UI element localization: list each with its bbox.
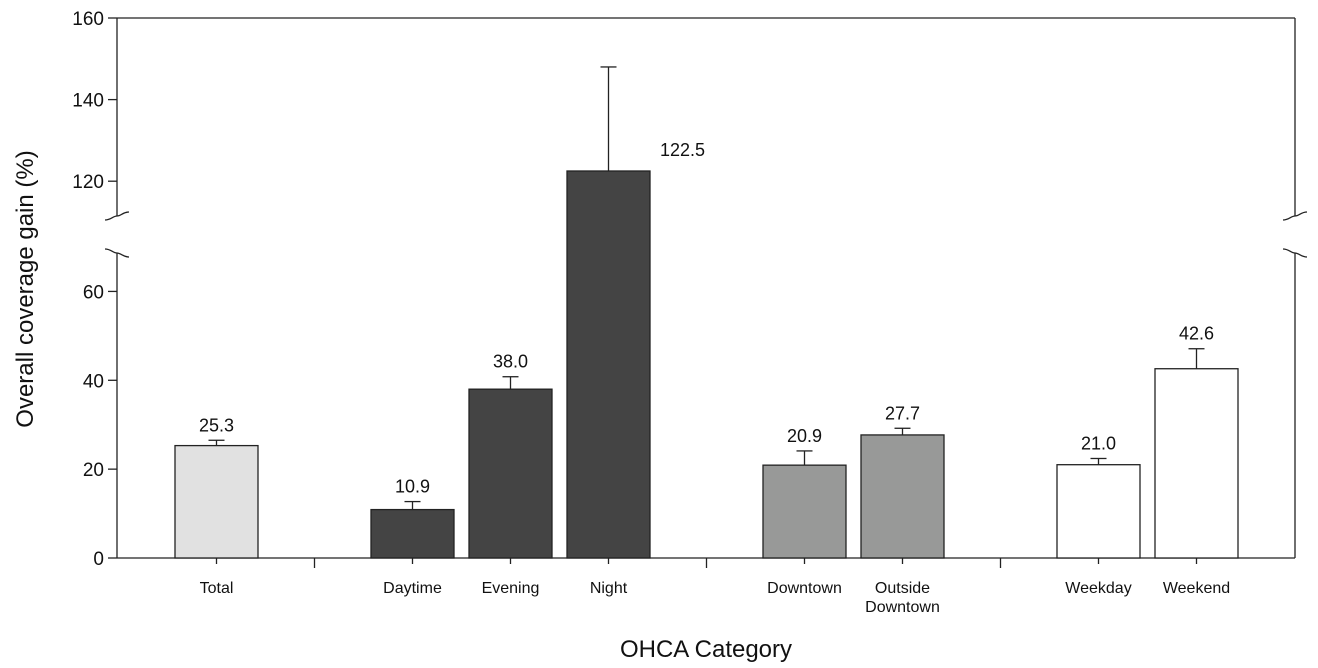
bar: [468, 388, 553, 559]
bar: [762, 464, 847, 559]
x-tick-label: Weekend: [1163, 580, 1230, 597]
data-label: 42.6: [1179, 324, 1214, 344]
y-tick-label: 40: [83, 371, 104, 392]
x-axis-title: OHCA Category: [620, 636, 792, 663]
x-tick-label: Total: [200, 580, 234, 597]
x-tick-label: Downtown: [865, 599, 940, 616]
y-tick-label: 20: [83, 460, 104, 481]
bar: [370, 508, 455, 559]
x-tick-label: Night: [590, 580, 628, 597]
plot-area: 0 20 40 60 120 140 160 25.3 Total 10.9 Daytime 38.0…: [72, 9, 1308, 616]
y-tick-label: 0: [93, 549, 104, 570]
data-label: 27.7: [885, 403, 920, 423]
data-label: 122.5: [660, 140, 705, 160]
x-tick-label: Evening: [482, 580, 540, 597]
y-axis-title: Overall coverage gain (%): [12, 150, 39, 427]
x-tick-label: Weekday: [1065, 580, 1131, 597]
x-tick-label: Outside: [875, 580, 930, 597]
y-tick-label: 160: [72, 9, 104, 30]
x-tick-label: Daytime: [383, 580, 442, 597]
axis-break-mark-right-lower: [1282, 248, 1308, 258]
bar: [860, 434, 945, 559]
bar: [174, 444, 259, 559]
bar: [1154, 368, 1239, 559]
y-tick-label: 120: [72, 172, 104, 193]
y-tick-label: 60: [83, 282, 104, 303]
axis-break-mark-right-upper: [1282, 211, 1308, 221]
axis-break-mark-left-upper: [104, 211, 130, 221]
data-label: 20.9: [787, 426, 822, 446]
data-label: 38.0: [493, 352, 528, 372]
data-label: 10.9: [395, 477, 430, 497]
y-tick-label: 140: [72, 91, 104, 112]
data-label: 21.0: [1081, 433, 1116, 453]
axis-break-mark-left-lower: [104, 248, 130, 258]
x-tick-label: Downtown: [767, 580, 842, 597]
bar: [1056, 464, 1141, 559]
data-label: 25.3: [199, 415, 234, 435]
bar: [566, 170, 651, 559]
